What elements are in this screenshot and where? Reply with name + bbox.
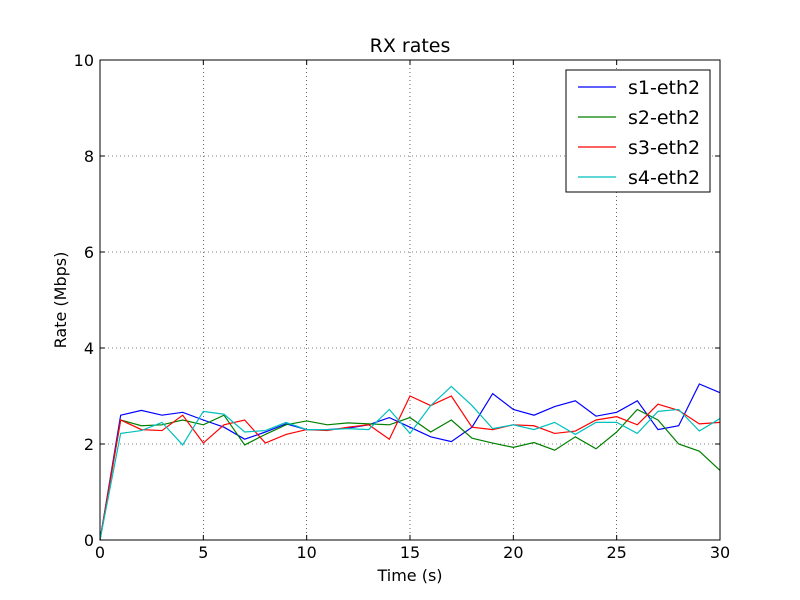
series-line-s2-eth2 <box>99 408 721 541</box>
y-axis-label: Rate (Mbps) <box>51 252 70 349</box>
x-tick-label: 30 <box>710 543 730 562</box>
legend-label-s4-eth2: s4-eth2 <box>628 167 700 189</box>
chart-title: RX rates <box>370 35 451 57</box>
x-tick-label: 0 <box>95 543 105 562</box>
y-tick-label: 10 <box>74 51 94 70</box>
series-line-s4-eth2 <box>99 385 721 541</box>
x-tick-label: 25 <box>606 543 626 562</box>
legend-label-s3-eth2: s3-eth2 <box>628 137 700 159</box>
legend-label-s2-eth2: s2-eth2 <box>628 107 700 129</box>
legend: s1-eth2 s2-eth2 s3-eth2 s4-eth2 <box>565 69 711 193</box>
series-line-s3-eth2 <box>99 395 721 541</box>
y-tick-label: 4 <box>84 339 94 358</box>
y-tick-label: 6 <box>84 243 94 262</box>
x-axis-label: Time (s) <box>376 566 442 585</box>
y-tick-label: 2 <box>84 435 94 454</box>
legend-label-s1-eth2: s1-eth2 <box>628 77 700 99</box>
x-tick-label: 10 <box>296 543 316 562</box>
legend-box <box>565 69 711 193</box>
series-line-s1-eth2 <box>99 383 721 541</box>
x-tick-label: 20 <box>503 543 523 562</box>
y-tick-label: 8 <box>84 147 94 166</box>
axis-ticks: 0 5 10 15 20 25 30 0 2 4 6 8 10 <box>74 51 731 562</box>
y-tick-label: 0 <box>84 531 94 550</box>
x-tick-label: 5 <box>198 543 208 562</box>
x-tick-label: 15 <box>400 543 420 562</box>
plot-lines <box>99 383 721 541</box>
